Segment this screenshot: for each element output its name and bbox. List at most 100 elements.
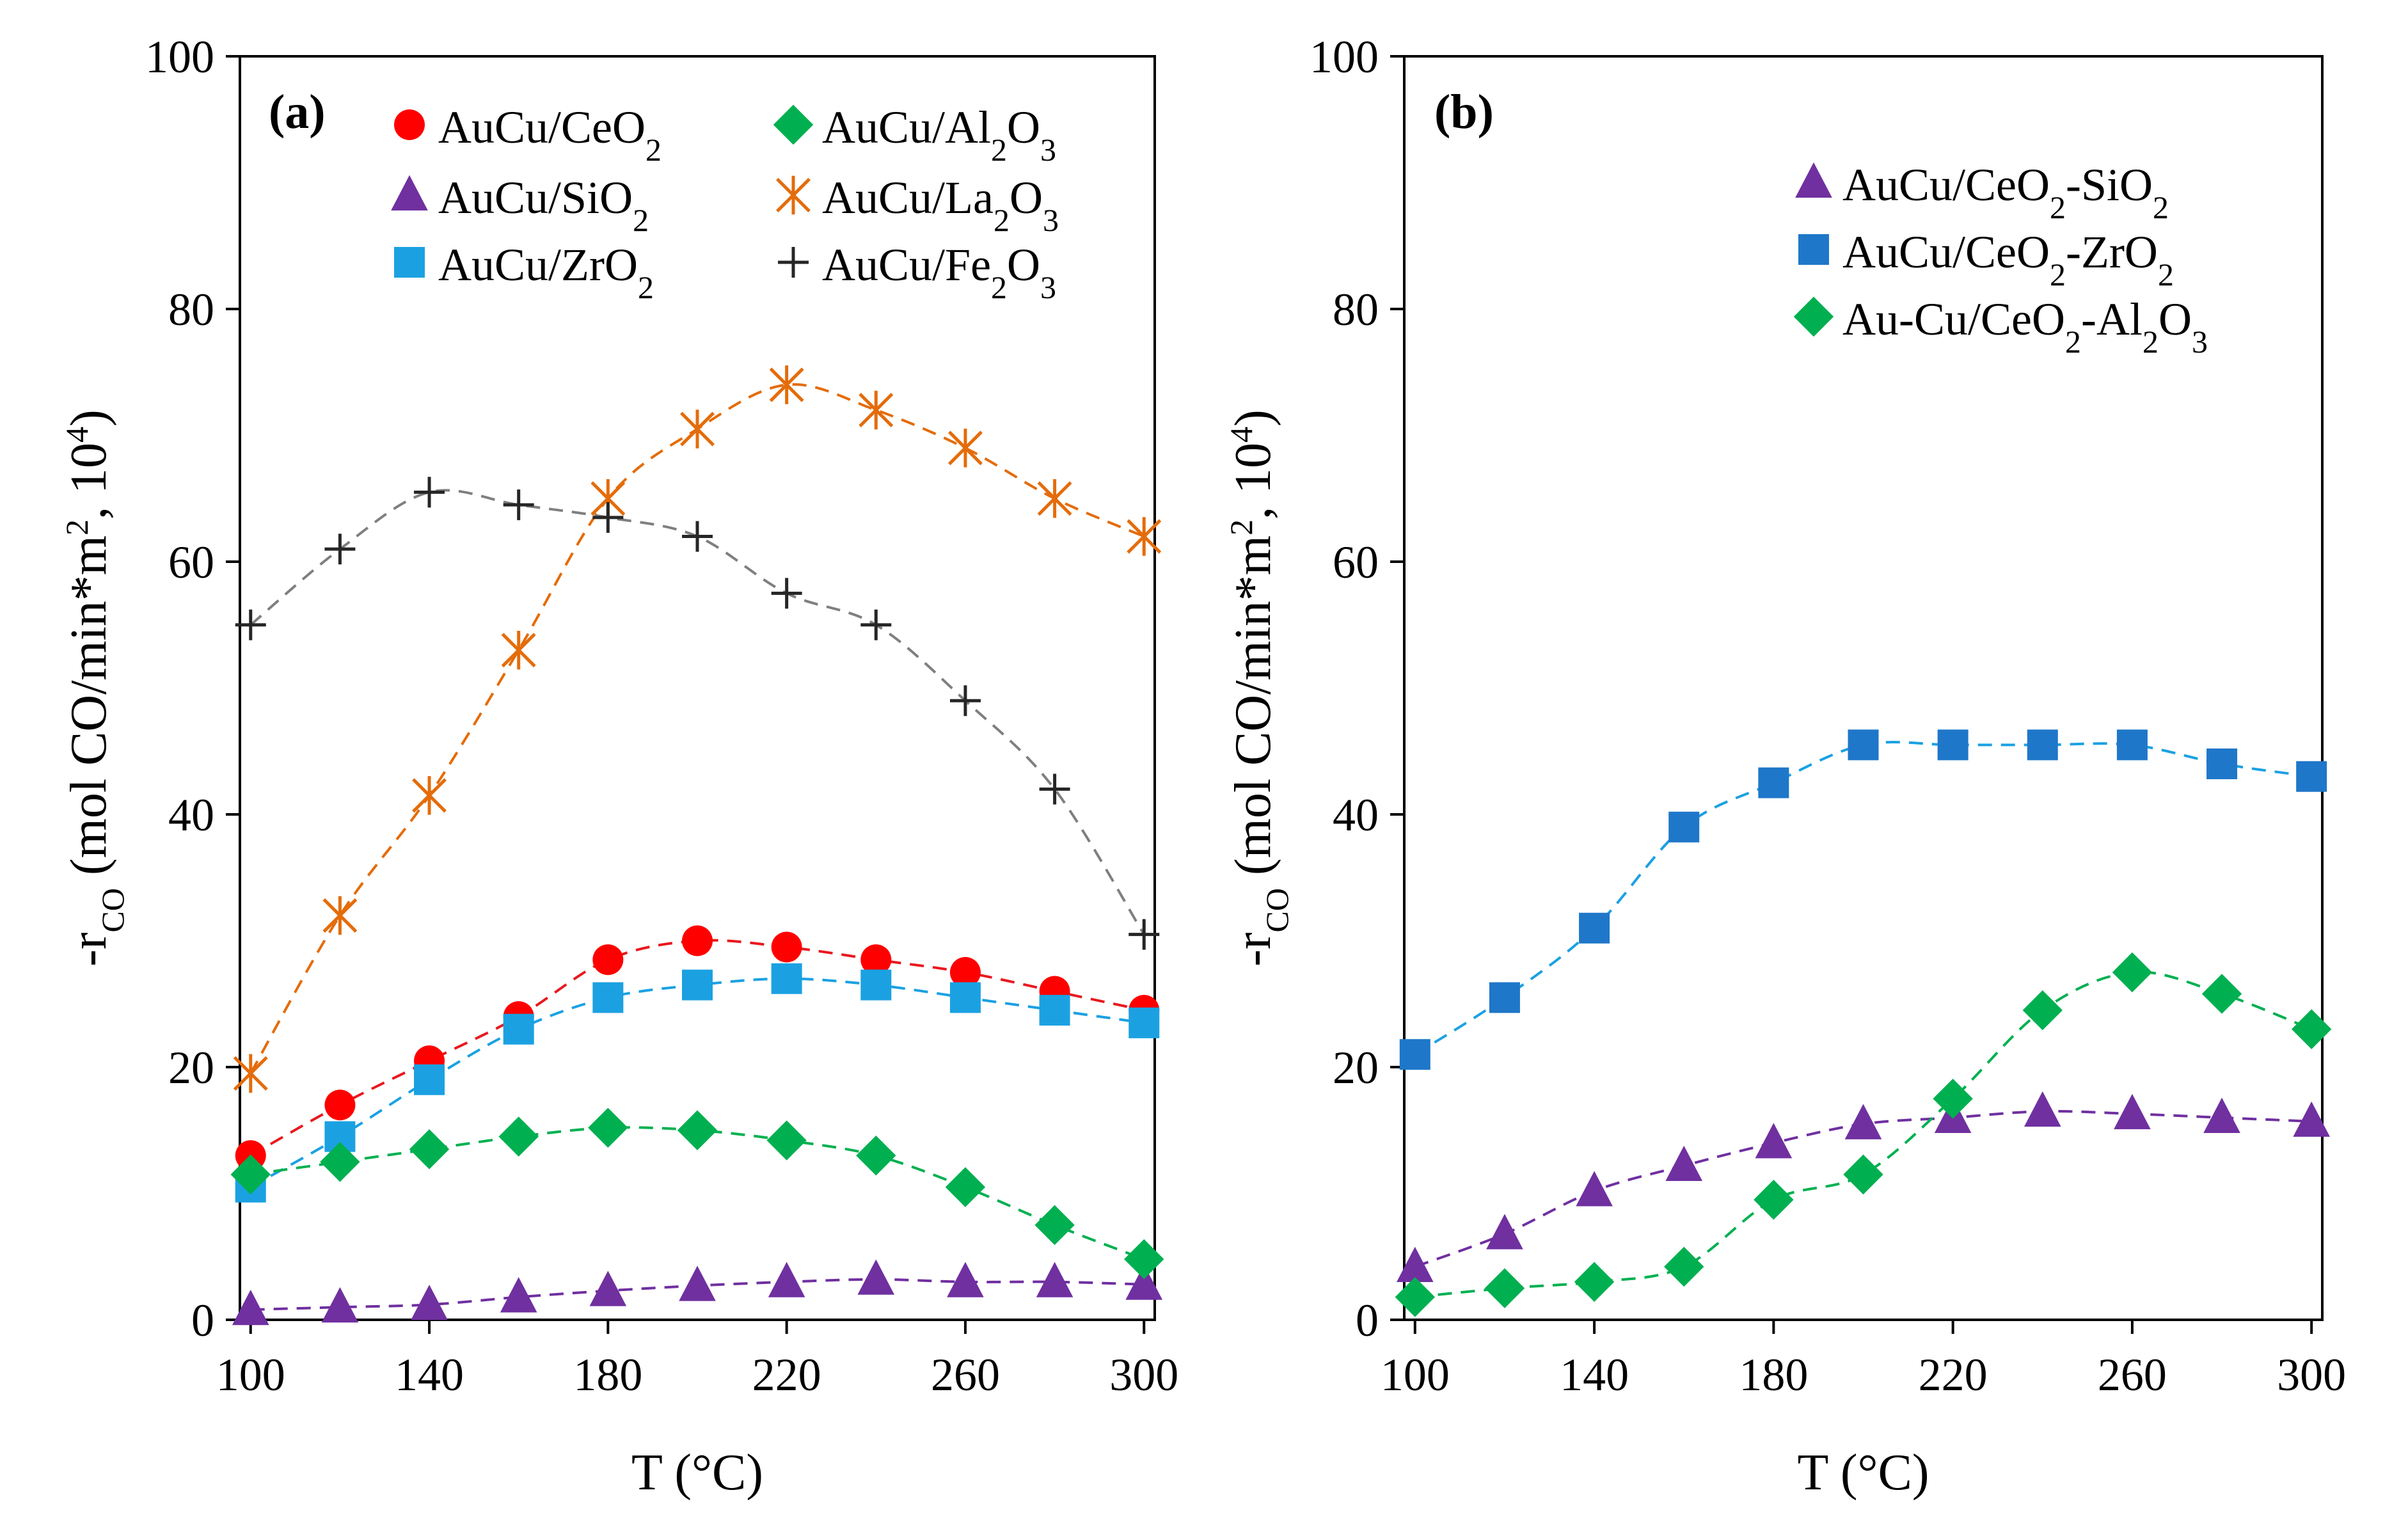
data-point <box>945 1167 986 1207</box>
legend-item: AuCu/Fe2O3 <box>778 239 1056 305</box>
series-trend-line <box>250 977 1145 1189</box>
data-point <box>1129 1007 1160 1038</box>
data-point <box>2206 749 2238 779</box>
data-point <box>2203 1097 2240 1133</box>
y-tick-label: 80 <box>168 284 214 335</box>
data-point <box>771 578 802 609</box>
data-point <box>1034 1205 1075 1246</box>
data-point <box>409 1129 450 1169</box>
data-point <box>860 969 892 1001</box>
data-point <box>320 1141 360 1182</box>
data-point <box>947 429 983 468</box>
data-point <box>1579 912 1610 944</box>
data-point <box>235 609 266 640</box>
data-point <box>589 1271 627 1306</box>
legend-label: AuCu/SiO2 <box>438 172 649 238</box>
data-point <box>856 1136 896 1176</box>
data-point <box>1397 1246 1434 1283</box>
legend-item: AuCu/La2O3 <box>776 172 1059 238</box>
data-point <box>1036 1262 1073 1297</box>
legend-item: AuCu/CeO2-ZrO2 <box>1798 226 2174 292</box>
legend-marker <box>773 104 814 145</box>
data-point <box>771 931 802 963</box>
data-point <box>1399 1039 1430 1070</box>
data-point <box>322 896 358 935</box>
data-point <box>768 1262 805 1297</box>
series-trend-line <box>250 383 1145 1074</box>
legend-marker <box>778 247 809 278</box>
data-point <box>1127 517 1162 556</box>
data-point <box>1665 1145 1703 1182</box>
data-point <box>679 1265 716 1301</box>
x-tick-label: 140 <box>395 1349 464 1400</box>
x-tick-label: 260 <box>2098 1349 2167 1400</box>
x-tick-label: 220 <box>1919 1349 1988 1400</box>
x-tick-label: 180 <box>573 1349 642 1400</box>
data-point <box>682 925 713 956</box>
data-point <box>949 982 981 1013</box>
data-point <box>1758 767 1789 798</box>
legend-marker <box>1793 296 1834 337</box>
legend-label: AuCu/Fe2O3 <box>822 239 1056 305</box>
data-point <box>2114 1093 2151 1130</box>
data-point <box>859 390 894 430</box>
x-tick-label: 300 <box>2277 1349 2346 1400</box>
x-tick-label: 100 <box>1381 1349 1450 1400</box>
x-tick-label: 300 <box>1109 1349 1178 1400</box>
legend-marker <box>394 109 425 140</box>
legend-marker <box>1798 234 1829 265</box>
x-tick-label: 260 <box>931 1349 1000 1400</box>
data-point <box>2024 1091 2061 1127</box>
data-point <box>2116 729 2148 761</box>
data-point <box>498 1116 539 1157</box>
y-tick-label: 60 <box>168 537 214 588</box>
x-tick-label: 140 <box>1560 1349 1629 1400</box>
data-point <box>1574 1262 1615 1302</box>
legend-item: AuCu/CeO2-SiO2 <box>1795 159 2169 225</box>
panel-label: (b) <box>1434 85 1494 139</box>
data-point <box>500 1277 537 1313</box>
x-axis-title: T (°C) <box>1797 1445 1929 1501</box>
y-axis-title: -rCO (mol CO/min*m2, 104) <box>59 409 131 967</box>
y-tick-label: 80 <box>1333 284 1379 335</box>
legend-item: AuCu/CeO2 <box>394 102 661 168</box>
data-point <box>321 1287 359 1323</box>
data-point <box>2291 1009 2332 1049</box>
data-point <box>949 956 981 988</box>
data-point <box>769 365 804 404</box>
data-point <box>1668 811 1700 843</box>
x-tick-label: 100 <box>216 1349 285 1400</box>
data-point <box>2201 974 2242 1014</box>
data-point <box>324 1089 356 1121</box>
data-point <box>414 477 445 508</box>
y-tick-label: 60 <box>1333 537 1379 588</box>
series-trend-line <box>250 489 1145 935</box>
legend-item: AuCu/Al2O3 <box>773 102 1056 168</box>
data-point <box>2022 990 2063 1031</box>
data-point <box>1664 1246 1704 1287</box>
data-point <box>1848 729 1879 761</box>
y-axis-title: -rCO (mol CO/min*m2, 104) <box>1223 409 1295 967</box>
legend-label: AuCu/La2O3 <box>822 172 1059 238</box>
data-point <box>324 534 356 565</box>
data-point <box>412 776 447 815</box>
legend-item: AuCu/ZrO2 <box>394 239 654 305</box>
data-point <box>677 1110 718 1150</box>
data-point <box>233 1054 268 1093</box>
y-tick-label: 100 <box>1310 31 1379 83</box>
data-point <box>2027 729 2058 761</box>
data-point <box>1124 1239 1164 1279</box>
data-point <box>588 1107 628 1148</box>
data-point <box>766 1120 807 1161</box>
data-point <box>947 1262 984 1297</box>
legend-marker <box>391 175 428 210</box>
plot-frame <box>239 55 1156 1321</box>
data-point <box>232 1290 269 1326</box>
y-tick-label: 100 <box>145 31 214 83</box>
data-point <box>1125 1264 1163 1300</box>
data-point <box>1933 1079 1973 1119</box>
data-point <box>1844 1104 1882 1139</box>
x-axis-title: T (°C) <box>631 1445 763 1501</box>
legend-item: AuCu/SiO2 <box>391 172 649 238</box>
data-point <box>1039 773 1070 805</box>
